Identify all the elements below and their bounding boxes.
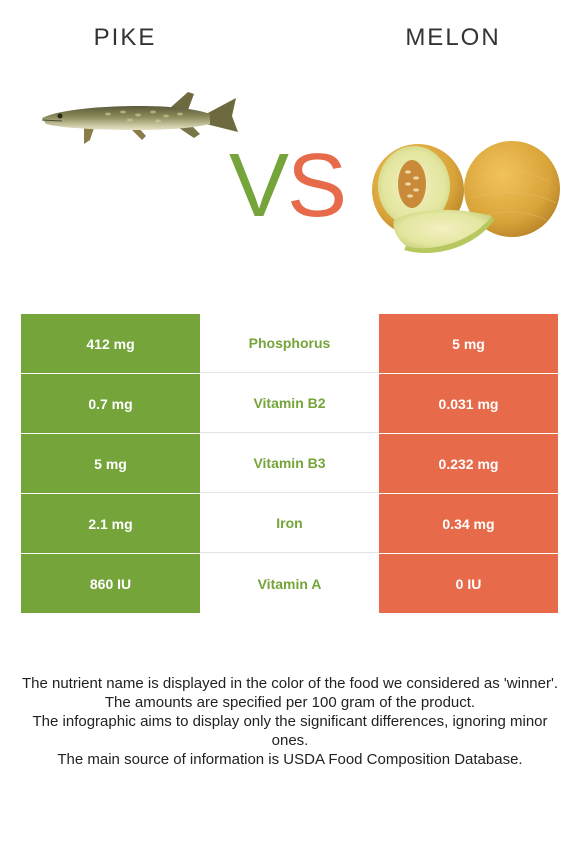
left-value: 2.1 mg <box>21 494 200 553</box>
left-value: 5 mg <box>21 434 200 493</box>
left-value: 412 mg <box>21 314 200 373</box>
right-food-title: MELON <box>405 24 501 51</box>
nutrient-name: Phosphorus <box>200 314 379 373</box>
footnote-line: The infographic aims to display only the… <box>32 713 548 749</box>
melon-image <box>372 141 560 254</box>
left-food-title: PIKE <box>93 24 157 51</box>
nutrient-name: Vitamin B3 <box>200 434 379 493</box>
right-value: 0 IU <box>379 554 558 613</box>
pike-image <box>41 92 238 144</box>
footnote-line: The main source of information is USDA F… <box>57 751 523 768</box>
nutrient-name: Iron <box>200 494 379 553</box>
table-row: 2.1 mg Iron 0.34 mg <box>21 494 558 554</box>
right-value: 0.031 mg <box>379 374 558 433</box>
left-value: 0.7 mg <box>21 374 200 433</box>
footnote-line: The amounts are specified per 100 gram o… <box>104 694 476 711</box>
right-value: 5 mg <box>379 314 558 373</box>
left-value: 860 IU <box>21 554 200 613</box>
right-value: 0.232 mg <box>379 434 558 493</box>
nutrient-name: Vitamin B2 <box>200 374 379 433</box>
right-value: 0.34 mg <box>379 494 558 553</box>
table-row: 0.7 mg Vitamin B2 0.031 mg <box>21 374 558 434</box>
vs-v: V <box>228 136 289 236</box>
table-row: 412 mg Phosphorus 5 mg <box>21 314 558 374</box>
nutrient-comparison-table: 412 mg Phosphorus 5 mg 0.7 mg Vitamin B2… <box>21 314 558 613</box>
vs-s: S <box>287 136 347 236</box>
table-row: 5 mg Vitamin B3 0.232 mg <box>21 434 558 494</box>
footnote: The nutrient name is displayed in the co… <box>20 674 560 769</box>
table-row: 860 IU Vitamin A 0 IU <box>21 554 558 613</box>
nutrient-name: Vitamin A <box>200 554 379 613</box>
vs-label: VS <box>222 136 352 236</box>
footnote-line: The nutrient name is displayed in the co… <box>21 675 559 692</box>
